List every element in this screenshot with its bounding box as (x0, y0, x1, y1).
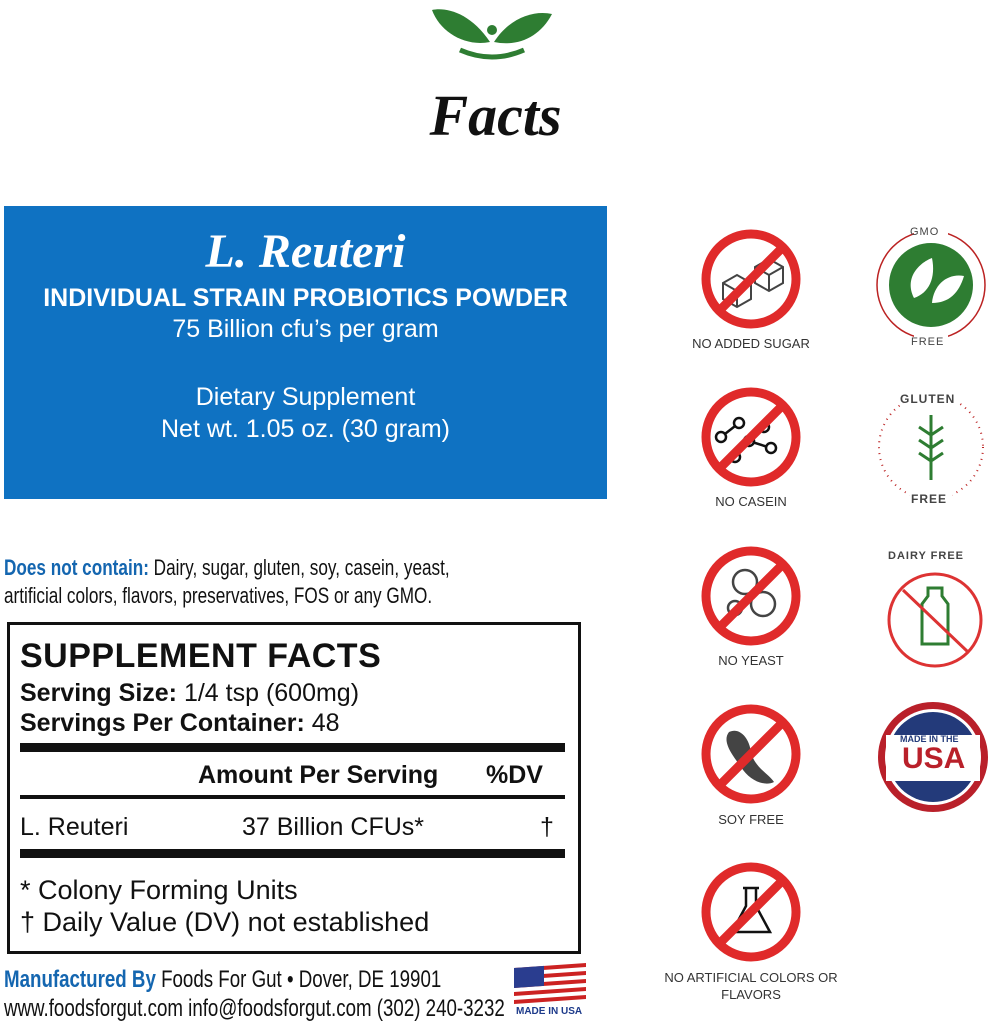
product-potency: 75 Billion cfu’s per gram (172, 315, 439, 343)
col-amount: Amount Per Serving (198, 761, 439, 789)
made-in-usa-label: MADE IN USA (516, 1006, 583, 1017)
no-artificial-icon (701, 862, 801, 962)
divider (20, 795, 565, 799)
product-banner: L. Reuteri INDIVIDUAL STRAIN PROBIOTICS … (4, 206, 607, 499)
gmo-bottom: FREE (911, 336, 945, 348)
soy-free-icon (701, 704, 801, 804)
manufacturer: Foods For Gut • Dover, DE 19901 (155, 966, 442, 993)
page-title: Facts (429, 83, 562, 148)
made-in-usa-badge-icon (878, 702, 988, 812)
manufactured-label: Manufactured By (4, 966, 156, 993)
no-sugar-icon (701, 229, 801, 329)
product-type: Dietary Supplement (195, 383, 416, 411)
divider (20, 849, 565, 858)
does-not-contain: Does not contain: Dairy, sugar, gluten, … (4, 554, 450, 610)
serving-size-label: Serving Size: (20, 679, 177, 707)
usa-badge-top: MADE IN THE (900, 734, 959, 744)
no-casein-icon (701, 387, 801, 487)
does-not-contain-line1: Dairy, sugar, gluten, soy, casein, yeast… (148, 555, 450, 580)
does-not-contain-line2: artificial colors, flavors, preservative… (4, 583, 433, 608)
dairy-free-badge-icon (887, 572, 983, 668)
usa-flag-icon (514, 962, 586, 1004)
no-sugar-label: NO ADDED SUGAR (692, 336, 810, 351)
servings-per-container: Servings Per Container: 48 (20, 709, 340, 738)
serving-size: Serving Size: 1/4 tsp (600mg) (20, 679, 359, 708)
facts-heading: SUPPLEMENT FACTS (20, 637, 382, 675)
servings-label: Servings Per Container: (20, 709, 305, 737)
row-amount: 37 Billion CFUs* (242, 813, 425, 841)
gmo-free-badge-icon (876, 228, 986, 342)
no-casein-label: NO CASEIN (715, 494, 787, 509)
row-dv: † (540, 813, 554, 841)
supplement-facts-panel: SUPPLEMENT FACTS Serving Size: 1/4 tsp (… (7, 622, 581, 954)
product-net-weight: Net wt. 1.05 oz. (30 gram) (160, 415, 450, 443)
col-dv: %DV (486, 761, 543, 789)
dairy-free-label: DAIRY FREE (888, 550, 965, 562)
gluten-bottom: FREE (911, 492, 948, 506)
note-cfu: * Colony Forming Units (20, 875, 298, 905)
no-yeast-label: NO YEAST (718, 653, 784, 668)
gmo-top: GMO (910, 226, 940, 238)
note-dv: † Daily Value (DV) not established (20, 907, 430, 937)
contact: www.foodsforgut.com info@foodsforgut.com… (4, 995, 505, 1022)
gluten-top: GLUTEN (900, 392, 956, 406)
no-artificial-label: NO ARTIFICIAL COLORS OR FLAVORS (664, 970, 838, 1002)
manufacturer-info: Manufactured By Foods For Gut • Dover, D… (4, 965, 505, 1023)
row-name: L. Reuteri (20, 813, 129, 841)
leaf-logo-icon (432, 9, 552, 60)
does-not-contain-label: Does not contain: (4, 555, 149, 580)
soy-free-label: SOY FREE (718, 812, 784, 827)
usa-badge-main: USA (902, 742, 966, 775)
divider (20, 743, 565, 752)
gluten-free-badge-icon (878, 390, 984, 504)
no-yeast-icon (701, 546, 801, 646)
product-subtitle: INDIVIDUAL STRAIN PROBIOTICS POWDER (43, 284, 568, 312)
servings-value: 48 (304, 709, 340, 737)
product-name: L. Reuteri (205, 225, 406, 278)
serving-size-value: 1/4 tsp (600mg) (177, 679, 360, 707)
